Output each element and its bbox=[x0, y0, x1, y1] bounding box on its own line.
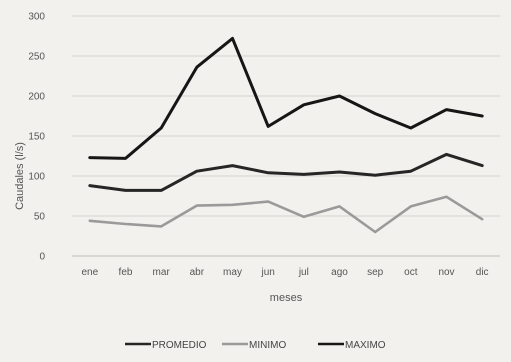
y-tick-label: 300 bbox=[28, 12, 45, 23]
x-tick-label: jun bbox=[260, 267, 274, 278]
x-tick-label: feb bbox=[119, 267, 133, 278]
y-tick-label: 250 bbox=[28, 52, 45, 63]
x-tick-label: nov bbox=[438, 267, 454, 278]
series-line-maximo bbox=[88, 36, 484, 160]
series-lines bbox=[88, 36, 484, 234]
y-axis-ticks: 0 50 100 150 200 250 300 bbox=[28, 12, 45, 263]
x-tick-label: jul bbox=[298, 267, 309, 278]
x-tick-label: sep bbox=[367, 267, 384, 278]
y-tick-label: 100 bbox=[28, 172, 45, 183]
x-tick-label: dic bbox=[476, 267, 489, 278]
x-tick-label: oct bbox=[404, 267, 418, 278]
grid-lines bbox=[72, 15, 500, 257]
x-tick-label: ago bbox=[331, 267, 348, 278]
y-tick-label: 200 bbox=[28, 92, 45, 103]
y-tick-label: 150 bbox=[28, 132, 45, 143]
legend-label-minimo: MINIMO bbox=[249, 340, 286, 351]
x-tick-label: abr bbox=[190, 267, 205, 278]
x-tick-label: ene bbox=[81, 267, 98, 278]
legend-label-promedio: PROMEDIO bbox=[152, 340, 207, 351]
x-tick-label: may bbox=[223, 267, 242, 278]
series-line-promedio bbox=[88, 152, 484, 192]
y-tick-label: 0 bbox=[39, 252, 45, 263]
y-axis-title: Caudales (l/s) bbox=[14, 142, 26, 210]
x-axis-ticks: ene feb mar abr may jun jul ago sep oct nov dic bbox=[81, 267, 488, 278]
legend: PROMEDIO MINIMO MAXIMO bbox=[125, 340, 386, 351]
legend-label-maximo: MAXIMO bbox=[345, 340, 386, 351]
y-tick-label: 50 bbox=[34, 212, 46, 223]
x-tick-label: mar bbox=[153, 267, 171, 278]
x-axis-title: meses bbox=[270, 292, 303, 304]
series-line-minimo bbox=[88, 195, 484, 234]
